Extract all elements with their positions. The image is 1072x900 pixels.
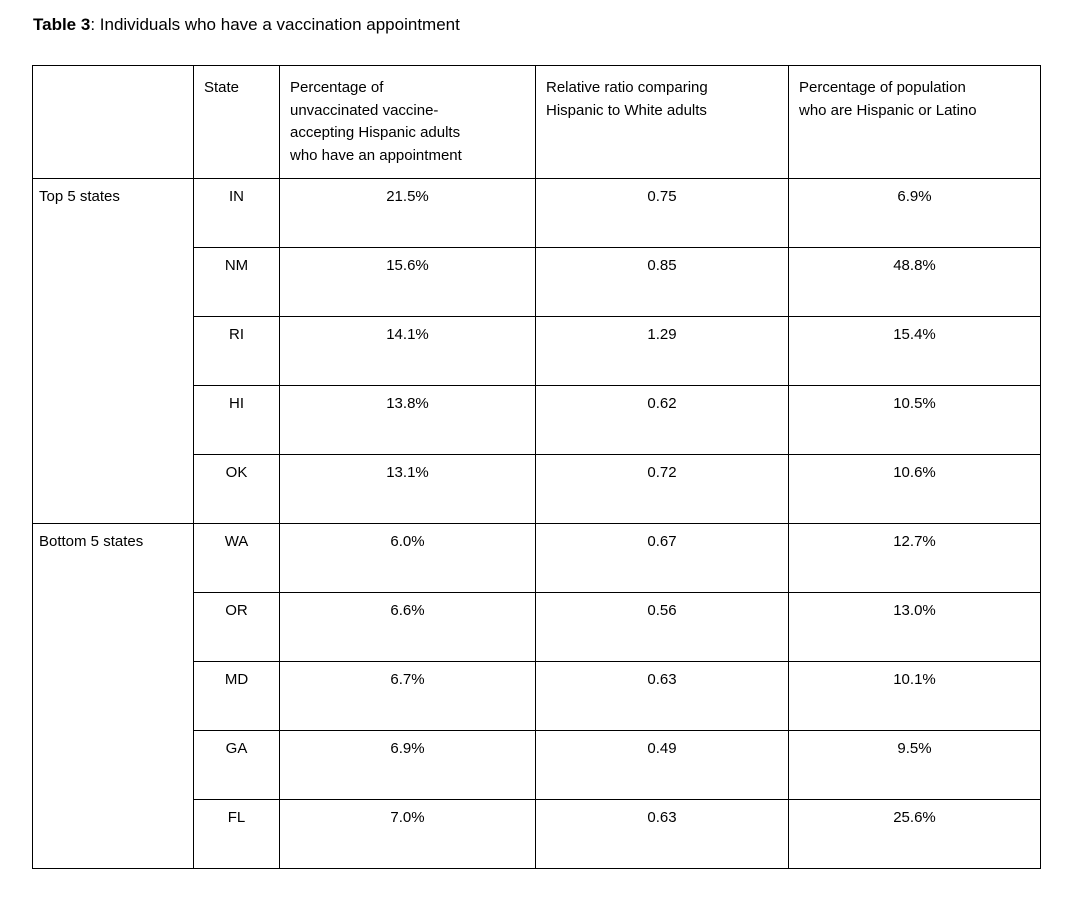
table-row: Bottom 5 states WA 6.0% 0.67 12.7% — [32, 523, 1041, 869]
pct-hispanic-latino-cell: 12.7% — [788, 523, 1041, 593]
pct-hispanic-latino-cell: 15.4% — [788, 316, 1041, 386]
relative-ratio-cell: 0.75 — [535, 178, 789, 248]
relative-ratio-cell: 0.62 — [535, 385, 789, 455]
pct-appointment-cell: 6.7% — [279, 661, 536, 731]
pct-appointment-cell: 6.6% — [279, 592, 536, 662]
state-cell: HI — [193, 385, 280, 455]
header-row: State Percentage of unvaccinated vaccine… — [32, 65, 1041, 179]
relative-ratio-cell: 0.63 — [535, 799, 789, 869]
relative-ratio-cell: 0.49 — [535, 730, 789, 800]
state-cell: OR — [193, 592, 280, 662]
state-cell: OK — [193, 454, 280, 524]
pct-appointment-cell: 15.6% — [279, 247, 536, 317]
state-cell: WA — [193, 523, 280, 593]
header-relative-ratio: Relative ratio comparing Hispanic to Whi… — [535, 65, 789, 179]
state-cell: IN — [193, 178, 280, 248]
table-row: RI 14.1% 1.29 15.4% — [33, 316, 1041, 386]
state-cell: MD — [193, 661, 280, 731]
pct-hispanic-latino-cell: 10.5% — [788, 385, 1041, 455]
table-row: OR 6.6% 0.56 13.0% — [33, 592, 1041, 662]
header-pct-appointment: Percentage of unvaccinated vaccine- acce… — [279, 65, 536, 179]
header-state: State — [193, 65, 280, 179]
table-row: FL 7.0% 0.63 25.6% — [33, 799, 1041, 869]
pct-appointment-cell: 7.0% — [279, 799, 536, 869]
state-cell: RI — [193, 316, 280, 386]
table-row: HI 13.8% 0.62 10.5% — [33, 385, 1041, 455]
relative-ratio-cell: 0.56 — [535, 592, 789, 662]
group-label-top-5-states: Top 5 states — [32, 178, 194, 524]
pct-hispanic-latino-cell: 13.0% — [788, 592, 1041, 662]
pct-appointment-cell: 13.8% — [279, 385, 536, 455]
table-row: GA 6.9% 0.49 9.5% — [33, 730, 1041, 800]
pct-appointment-cell: 14.1% — [279, 316, 536, 386]
state-cell: FL — [193, 799, 280, 869]
relative-ratio-cell: 1.29 — [535, 316, 789, 386]
pct-hispanic-latino-cell: 25.6% — [788, 799, 1041, 869]
table-title-text: : Individuals who have a vaccination app… — [90, 15, 460, 34]
pct-appointment-cell: 6.9% — [279, 730, 536, 800]
vaccination-appointment-table: State Percentage of unvaccinated vaccine… — [32, 65, 1041, 869]
pct-appointment-cell: 21.5% — [279, 178, 536, 248]
pct-hispanic-latino-cell: 9.5% — [788, 730, 1041, 800]
pct-hispanic-latino-cell: 48.8% — [788, 247, 1041, 317]
header-blank-cell — [32, 65, 194, 179]
pct-hispanic-latino-cell: 10.6% — [788, 454, 1041, 524]
table-title-label: Table 3 — [33, 15, 91, 34]
group-label-bottom-5-states: Bottom 5 states — [32, 523, 194, 869]
relative-ratio-cell: 0.85 — [535, 247, 789, 317]
header-pct-hispanic-latino: Percentage of population who are Hispani… — [788, 65, 1041, 179]
relative-ratio-cell: 0.63 — [535, 661, 789, 731]
pct-hispanic-latino-cell: 10.1% — [788, 661, 1041, 731]
pct-appointment-cell: 6.0% — [279, 523, 536, 593]
relative-ratio-cell: 0.72 — [535, 454, 789, 524]
table-row: Top 5 states IN 21.5% 0.75 6.9% — [32, 178, 1041, 524]
state-cell: NM — [193, 247, 280, 317]
state-cell: GA — [193, 730, 280, 800]
pct-hispanic-latino-cell: 6.9% — [788, 178, 1041, 248]
table-title: Table 3: Individuals who have a vaccinat… — [33, 13, 460, 37]
table-row: MD 6.7% 0.63 10.1% — [33, 661, 1041, 731]
relative-ratio-cell: 0.67 — [535, 523, 789, 593]
pct-appointment-cell: 13.1% — [279, 454, 536, 524]
table-row: OK 13.1% 0.72 10.6% — [33, 454, 1041, 524]
table-row: NM 15.6% 0.85 48.8% — [33, 247, 1041, 317]
